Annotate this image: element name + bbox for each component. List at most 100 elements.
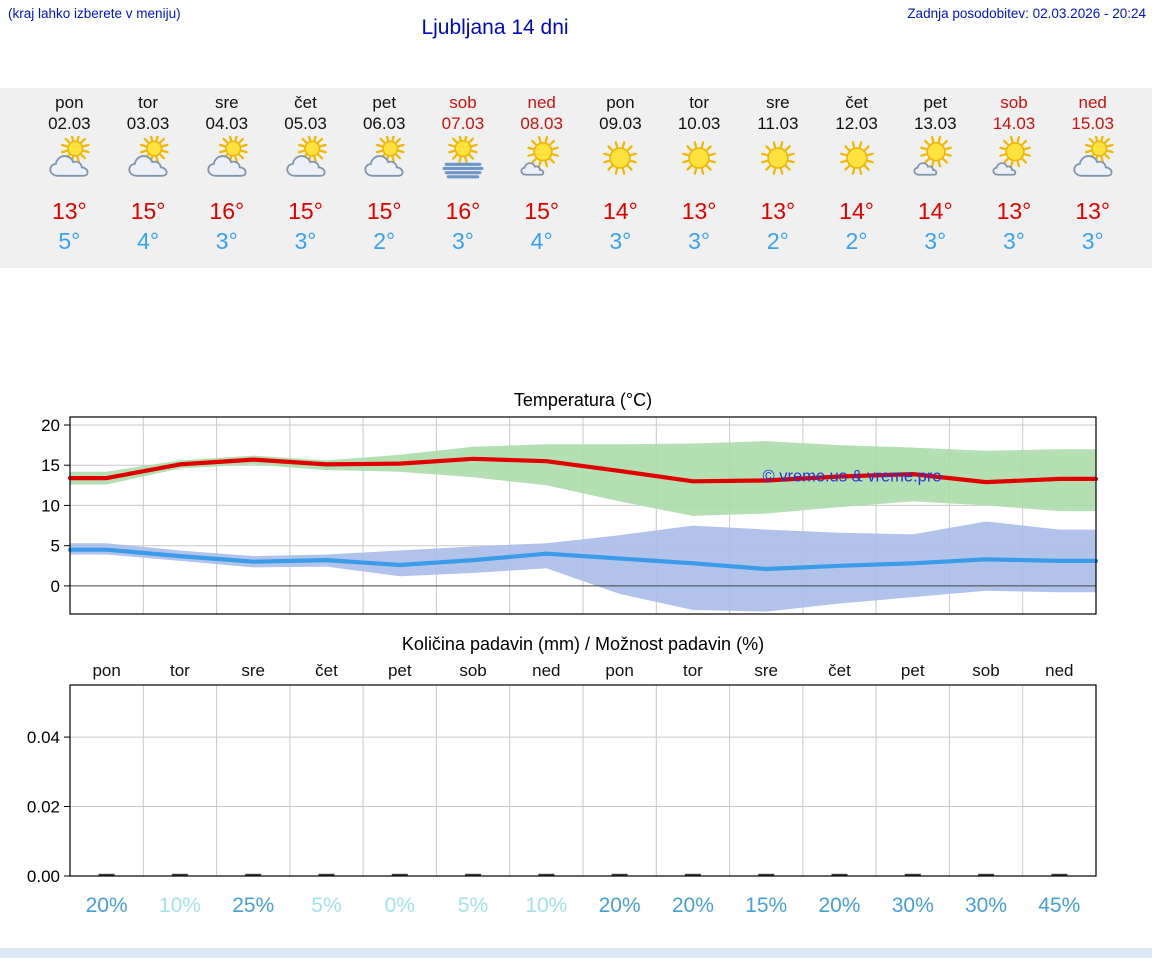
- partly-cloudy-icon: [285, 136, 327, 177]
- precip-bar: [1051, 873, 1068, 876]
- forecast-day-08.03: ned 08.03 15° 4°: [502, 92, 581, 268]
- weather-icon-cell: [660, 136, 739, 182]
- forecast-day-15.03: ned 15.03 13° 3°: [1053, 92, 1132, 268]
- precip-ytick-label: 0.00: [27, 867, 60, 886]
- day-date: 07.03: [441, 114, 485, 133]
- day-name: pet: [923, 93, 948, 112]
- temp-ytick-label: 15: [41, 456, 60, 475]
- forecast-day-03.03: tor 03.03 15° 4°: [109, 92, 188, 268]
- precip-probability: 10%: [158, 894, 201, 917]
- partly-cloudy-icon: [207, 136, 248, 177]
- day-date: 13.03: [913, 114, 957, 133]
- precip-bar: [831, 873, 848, 876]
- precip-day-label: sre: [754, 661, 778, 680]
- precip-chart-title: Količina padavin (mm) / Možnost padavin …: [401, 634, 765, 654]
- precip-bar: [684, 873, 701, 876]
- forecast-day-07.03: sob 07.03 16° 3°: [424, 92, 503, 268]
- precip-bar: [611, 873, 628, 876]
- day-date: 08.03: [520, 114, 563, 133]
- precip-bar: [391, 873, 408, 876]
- day-date: 05.03: [284, 114, 327, 133]
- weather-icon-cell: [502, 136, 581, 182]
- precip-bar: [978, 873, 995, 876]
- precip-day-label: pet: [387, 661, 412, 680]
- precip-probability: 25%: [232, 894, 275, 917]
- precip-bar: [904, 873, 921, 876]
- precip-bar: [758, 873, 775, 876]
- precip-probability: 30%: [965, 894, 1008, 917]
- forecast-day-12.03: čet 12.03 14° 2°: [817, 92, 896, 268]
- precip-probability: 20%: [598, 894, 641, 917]
- precip-chart: 0.00 0.02 0.04: [27, 684, 1097, 886]
- day-name: sob: [449, 93, 477, 112]
- temperature-chart: 0 5 10 15 20 © vreme.us & vreme.pro: [41, 416, 1099, 615]
- day-date: 11.03: [757, 114, 799, 133]
- low-temp: 3°: [215, 228, 238, 254]
- precip-probability: 45%: [1038, 894, 1081, 917]
- sunny-icon: [760, 141, 795, 175]
- precip-day-label: ned: [1045, 661, 1074, 680]
- low-temp: 3°: [924, 228, 947, 254]
- partly-cloudy-icon: [1073, 136, 1114, 177]
- mostly-sunny-icon: [992, 136, 1031, 176]
- precip-day-label: tor: [170, 661, 190, 680]
- max-temperature-line: [67, 456, 1099, 485]
- low-temp: 2°: [766, 228, 789, 254]
- day-name: pet: [372, 93, 397, 112]
- high-temp: 15°: [288, 198, 323, 224]
- precip-day-label: pet: [900, 661, 925, 680]
- watermark-link[interactable]: © vreme.us & vreme.pro: [762, 467, 941, 485]
- precip-bar: [171, 873, 188, 876]
- weather-icon-cell: [738, 136, 817, 182]
- temp-ytick-label: 10: [41, 496, 60, 515]
- high-temp: 15°: [524, 198, 560, 224]
- high-temp: 13°: [760, 198, 796, 224]
- low-temp: 4°: [530, 228, 553, 254]
- precip-day-labels: pon tor sre čet pet sob ned pon tor sre čet pet sob n…: [0, 660, 1152, 681]
- forecast-day-02.03: pon 02.03 13° 5°: [30, 92, 109, 268]
- precip-day-label: čet: [315, 661, 338, 680]
- high-temp: 13°: [681, 198, 717, 224]
- low-temp: 4°: [137, 228, 160, 254]
- min-temperature-range-band: [70, 521, 1096, 612]
- forecast-day-06.03: pet 06.03 15° 2°: [345, 92, 424, 268]
- max-temperature-range-band: [70, 441, 1096, 516]
- day-name: pon: [55, 93, 84, 112]
- low-temp: 3°: [1002, 228, 1025, 254]
- low-temp: 3°: [451, 228, 474, 254]
- high-temp: 13°: [1075, 198, 1111, 224]
- precip-ytick-label: 0.04: [27, 728, 60, 747]
- precip-day-label: tor: [682, 661, 703, 680]
- fog-icon: [442, 136, 484, 179]
- precip-probability: 15%: [745, 894, 788, 917]
- forecast-day-14.03: sob 14.03 13° 3°: [975, 92, 1054, 268]
- sunny-icon: [682, 141, 716, 175]
- precip-day-label: pon: [605, 661, 634, 680]
- precip-day-label: sob: [459, 661, 487, 680]
- day-name: čet: [845, 93, 868, 112]
- low-temp: 5°: [58, 228, 81, 254]
- weather-icon-cell: [266, 136, 345, 182]
- temp-ytick-label: 0: [51, 577, 60, 596]
- partly-cloudy-icon: [49, 136, 90, 177]
- low-temp: 2°: [373, 228, 396, 254]
- precip-probability: 5%: [311, 894, 342, 917]
- day-date: 04.03: [205, 114, 249, 133]
- high-temp: 14°: [917, 198, 953, 224]
- day-name: sre: [214, 93, 239, 112]
- forecast-day-13.03: pet 13.03 14° 3°: [896, 92, 975, 268]
- precip-bar: [245, 873, 262, 876]
- forecast-day-11.03: sre 11.03 13° 2°: [738, 92, 817, 268]
- mostly-sunny-icon: [913, 136, 953, 176]
- mostly-sunny-icon: [520, 136, 559, 176]
- temperature-chart-title: Temperatura (°C): [513, 390, 653, 410]
- day-name: sre: [766, 93, 790, 112]
- forecast-day-04.03: sre 04.03 16° 3°: [187, 92, 266, 268]
- weather-icon-cell: [581, 136, 660, 182]
- forecast-day-10.03: tor 10.03 13° 3°: [660, 92, 739, 268]
- last-update: Zadnja posodobitev: 02.03.2026 - 20:24: [907, 6, 1146, 21]
- weather-icon-cell: [1053, 136, 1132, 182]
- menu-hint: (kraj lahko izberete v meniju): [8, 6, 181, 21]
- day-name: tor: [689, 93, 710, 112]
- precip-day-label: čet: [828, 661, 851, 680]
